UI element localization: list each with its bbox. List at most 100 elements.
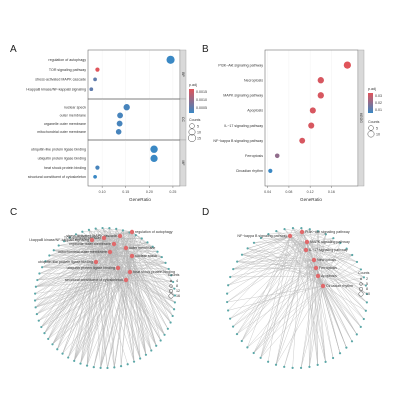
panel-c-edge — [109, 228, 119, 269]
panel-d-gene-node — [324, 233, 327, 236]
panel-c-gene-node — [73, 359, 76, 362]
panel-a-size-label: 5 — [197, 124, 199, 128]
panel-c-gene-node — [33, 299, 37, 302]
panel-d-gene-node — [246, 346, 249, 349]
panel-c-edge — [68, 271, 131, 358]
panel-c-gene-node — [56, 348, 59, 351]
panel-d-edge — [301, 231, 364, 278]
panel-a-term-label: structural constituent of cytoskeleton — [28, 175, 86, 179]
panel-c-edge — [95, 228, 119, 269]
panel-b-point — [268, 168, 273, 173]
panel-d-edge — [228, 241, 308, 286]
panel-b-term-label: IL−17 signaling pathway — [224, 124, 263, 128]
panel-d-edge — [305, 238, 334, 251]
panel-d-edge — [306, 241, 361, 270]
panel-label-a: A — [10, 44, 17, 55]
panel-c-gene-node — [172, 308, 176, 311]
panel-a-size-key — [188, 128, 196, 136]
panel-d-gene-node — [316, 363, 319, 366]
panel-c-gene-node — [99, 366, 102, 369]
panel-a-xlabel: GeneRatio — [129, 197, 151, 202]
panel-c-edge — [37, 267, 119, 281]
panel-c-gene-node — [169, 321, 172, 324]
panel-d-edge — [317, 275, 334, 359]
panel-c-gene-node — [160, 255, 163, 259]
panel-c-edge — [129, 271, 135, 362]
panel-d-edge — [233, 241, 308, 270]
panel-d-edge — [275, 249, 307, 365]
panel-c-gene-node — [156, 250, 159, 253]
panel-c-edge — [117, 267, 175, 303]
panel-d-gene-node — [235, 332, 239, 336]
panel-d-edge — [237, 261, 319, 277]
panel-c-edge — [38, 271, 131, 321]
panel-c-edge — [125, 279, 157, 346]
panel-c-edge — [82, 231, 119, 269]
panel-d-edge — [313, 259, 364, 278]
panel-d-edge — [315, 231, 319, 269]
panel-c-gene-node — [81, 230, 84, 233]
panel-d-edge — [253, 285, 324, 354]
panel-c-term-label: structural constituent of cytoskeleton — [65, 278, 123, 282]
panel-c-edge — [53, 250, 133, 257]
panel-b-legend-size-title: Counts — [368, 120, 380, 124]
panel-d-edge — [313, 234, 327, 261]
panel-d-term-node — [299, 229, 305, 235]
panel-c-edge — [74, 231, 133, 361]
panel-c-edge — [129, 271, 165, 335]
panel-c-edge — [125, 279, 147, 355]
panel-c-edge — [88, 229, 111, 253]
panel-d-gene-node — [236, 260, 239, 263]
panel-c-edge — [102, 227, 127, 281]
panel-d-legend-key — [358, 291, 364, 297]
panel-a-term-label: ubiquitin-like protein ligase binding — [31, 147, 86, 151]
panel-d-edge — [227, 285, 324, 303]
panel-d-gene-node — [359, 325, 362, 328]
panel-c-edge — [35, 271, 131, 308]
panel-d-gene-node — [267, 360, 270, 363]
panel-d-edge — [301, 231, 318, 233]
panel-c-edge — [42, 239, 93, 268]
panel-a-size-key — [188, 134, 196, 142]
panel-b-point — [343, 61, 351, 69]
panel-d-gene-node — [362, 317, 365, 321]
panel-c-gene-node — [47, 337, 50, 341]
panel-d-term-node — [303, 247, 309, 253]
panel-d-edge — [236, 275, 319, 335]
panel-c-edge — [131, 238, 142, 257]
panel-c-edge — [131, 255, 152, 351]
panel-d-term-label: MAPK signaling pathway — [310, 240, 350, 244]
panel-c-edge — [41, 239, 93, 328]
panel-c-edge — [80, 267, 119, 364]
panel-d-edge — [315, 267, 347, 348]
panel-c-term-node — [111, 241, 117, 247]
panel-d-gene-node — [364, 309, 367, 312]
panel-d-edge — [241, 241, 308, 342]
panel-d-edge — [315, 267, 357, 335]
panel-c-edge — [35, 261, 97, 294]
panel-d-legend-key — [359, 287, 364, 292]
panel-c-edge — [131, 255, 173, 317]
panel-c-edge — [125, 238, 142, 249]
panel-c-edge — [125, 235, 136, 249]
panel-a-term-label: TOR signaling pathway — [49, 68, 86, 72]
panel-c-edge — [131, 255, 175, 303]
panel-c-edge — [129, 271, 161, 341]
panel-c-gene-node — [140, 237, 143, 240]
panel-c-edge — [100, 271, 131, 368]
panel-b-point — [308, 122, 315, 129]
panel-d-gene-node — [331, 356, 335, 360]
panel-c-edge — [129, 271, 173, 317]
panel-c-edge — [42, 261, 97, 268]
panel-c-edge — [64, 241, 111, 253]
panel-d-edge — [301, 231, 326, 235]
panel-c-edge — [44, 261, 97, 334]
panel-c-term-label: regulation of autophagy — [135, 230, 173, 234]
panel-d-gene-node — [227, 284, 230, 287]
panel-d-edge — [236, 241, 308, 335]
panel-c-term-label: mitochondrial outer membrane — [58, 250, 107, 254]
panel-b-term-label: Circadian rhythm — [236, 169, 263, 173]
panel-c-gene-node — [119, 365, 123, 368]
panel-d-term-node — [315, 273, 321, 279]
panel-a-term-label: I-kappaB kinase/NF-kappaB signaling — [26, 87, 86, 91]
